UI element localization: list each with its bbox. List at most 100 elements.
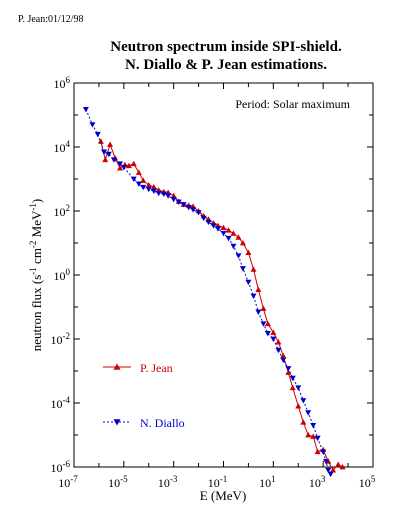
data-point xyxy=(101,149,108,155)
author-date-stamp: P. Jean:01/12/98 xyxy=(18,14,84,25)
x-tick-label: 10-1 xyxy=(208,474,228,490)
y-tick-labels: 106 104 102 100 10-2 10-4 10-6 xyxy=(51,75,71,475)
legend-label-n-diallo: N. Diallo xyxy=(140,416,185,430)
data-point xyxy=(116,161,123,167)
x-tick-label: 10-7 xyxy=(58,474,78,490)
axis-ticks xyxy=(73,82,374,468)
data-point xyxy=(220,224,227,231)
data-point xyxy=(89,122,96,128)
data-point xyxy=(280,352,287,359)
data-point xyxy=(339,464,346,470)
data-point xyxy=(102,156,109,163)
data-point xyxy=(210,223,217,229)
data-point xyxy=(165,193,172,199)
data-point xyxy=(190,207,197,213)
data-point xyxy=(150,184,157,190)
data-point xyxy=(275,347,282,354)
data-point xyxy=(250,266,257,272)
data-point xyxy=(289,384,296,391)
data-point xyxy=(325,467,332,474)
series-0 xyxy=(97,138,346,473)
series-1 xyxy=(82,106,334,478)
data-point xyxy=(160,191,167,197)
y-axis-label: neutron flux (s-1 cm-2 MeV-1) xyxy=(28,199,44,352)
y-tick-label: 100 xyxy=(54,267,71,283)
period-annotation: Period: Solar maximum xyxy=(235,97,350,111)
x-tick-label: 10-5 xyxy=(108,474,128,490)
data-point xyxy=(245,249,252,256)
data-point xyxy=(300,398,307,404)
data-point xyxy=(107,141,114,147)
data-point xyxy=(110,157,117,163)
data-point xyxy=(270,336,277,342)
series-line-0 xyxy=(100,141,343,471)
y-tick-label: 10-4 xyxy=(51,395,71,411)
data-point xyxy=(285,366,292,372)
data-point xyxy=(327,471,334,478)
legend: P. Jean N. Diallo xyxy=(103,361,185,430)
data-point xyxy=(220,230,227,237)
x-tick-labels: 10-7 10-5 10-3 10-1 101 103 105 xyxy=(58,474,376,490)
data-point xyxy=(200,215,207,222)
data-point xyxy=(116,165,123,171)
y-tick-label: 10-6 xyxy=(51,459,71,475)
data-point xyxy=(214,226,221,232)
y-tick-label: 102 xyxy=(54,203,71,219)
data-point xyxy=(185,204,192,211)
data-point xyxy=(155,190,162,197)
data-point xyxy=(280,357,287,364)
data-point xyxy=(245,279,252,286)
data-point xyxy=(120,165,127,171)
data-point xyxy=(335,461,342,467)
data-point xyxy=(320,449,327,455)
data-point xyxy=(239,266,246,272)
data-point xyxy=(305,410,312,416)
data-point xyxy=(310,422,317,429)
data-point xyxy=(94,131,101,138)
data-point xyxy=(285,369,292,375)
data-point xyxy=(170,192,177,199)
data-point xyxy=(135,181,142,187)
data-point xyxy=(105,151,112,158)
data-point xyxy=(330,467,337,473)
data-point xyxy=(310,433,317,439)
data-point xyxy=(239,240,246,246)
data-point xyxy=(225,235,232,242)
data-point xyxy=(97,138,104,144)
data-point xyxy=(275,339,282,345)
data-point xyxy=(305,432,312,438)
data-point xyxy=(260,321,267,327)
series-layer xyxy=(82,106,346,478)
y-tick-label: 104 xyxy=(54,139,71,155)
data-point xyxy=(270,329,277,335)
data-point xyxy=(314,448,321,455)
data-point xyxy=(264,330,271,337)
data-point xyxy=(255,309,262,315)
data-point xyxy=(314,435,321,442)
y-tick-label: 106 xyxy=(54,75,71,91)
data-point xyxy=(150,188,157,195)
x-axis-label: E (MeV) xyxy=(200,488,247,503)
data-point xyxy=(295,403,302,409)
data-point xyxy=(225,227,232,233)
data-point xyxy=(170,197,177,203)
data-point xyxy=(230,230,237,236)
data-point xyxy=(323,458,330,465)
data-point xyxy=(205,219,212,226)
data-point xyxy=(140,177,147,183)
data-point xyxy=(264,320,271,327)
legend-label-p-jean: P. Jean xyxy=(140,361,173,375)
data-point xyxy=(82,106,89,113)
chart-title-line-2: N. Diallo & P. Jean estimations. xyxy=(125,57,327,73)
data-point xyxy=(145,186,152,193)
plot-area-frame xyxy=(73,82,374,468)
data-point xyxy=(289,375,296,382)
chart-title-line-1: Neutron spectrum inside SPI-shield. xyxy=(110,39,342,55)
legend-marker-p-jean xyxy=(113,363,121,370)
x-tick-label: 101 xyxy=(259,474,276,490)
data-point xyxy=(145,181,152,188)
data-point xyxy=(260,305,267,311)
data-point xyxy=(180,202,187,208)
data-point xyxy=(235,253,242,259)
